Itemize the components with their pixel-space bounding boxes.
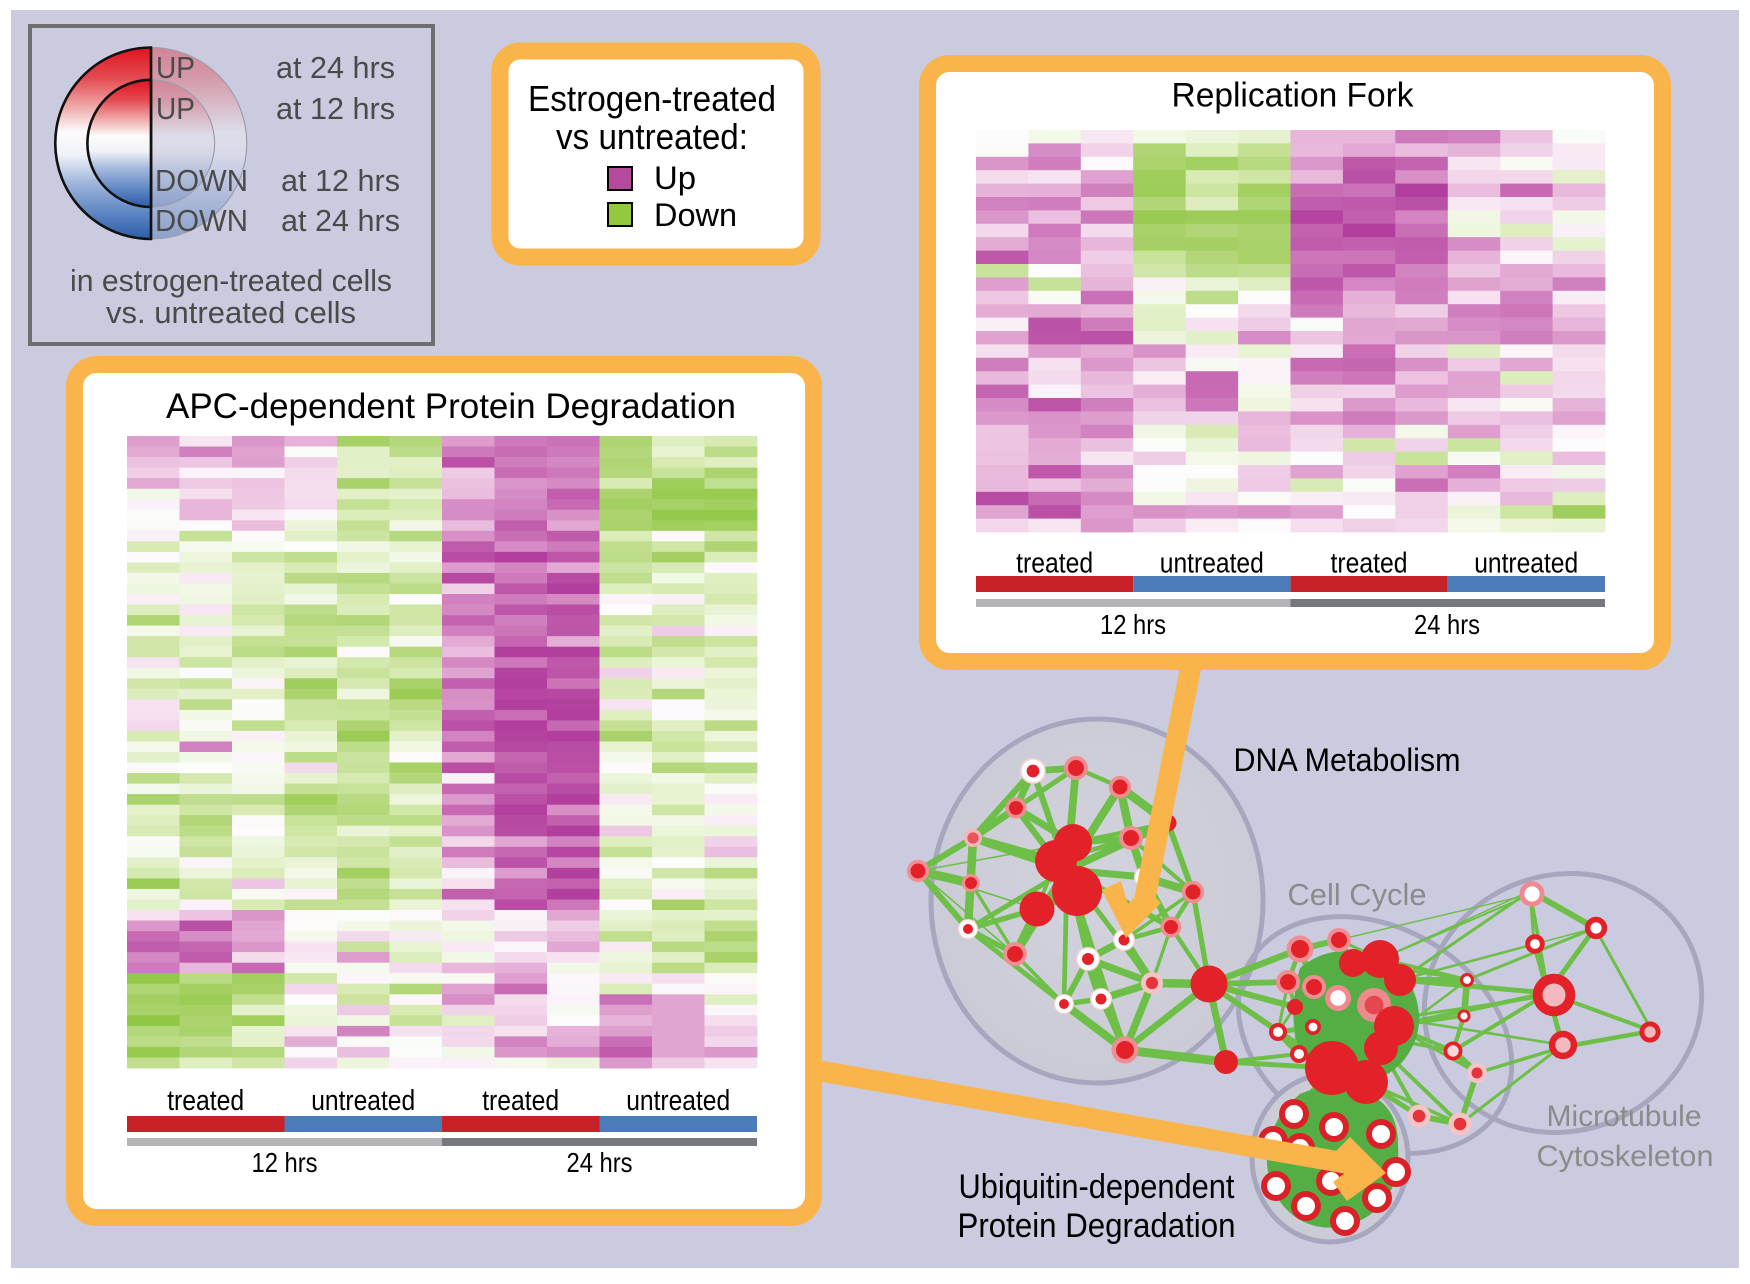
svg-text:in estrogen-treated cells: in estrogen-treated cells xyxy=(70,263,392,298)
svg-text:treated: treated xyxy=(482,1085,559,1117)
svg-text:12 hrs: 12 hrs xyxy=(252,1147,318,1178)
svg-text:at 12 hrs: at 12 hrs xyxy=(281,163,400,198)
svg-text:Replication Fork: Replication Fork xyxy=(1172,77,1415,115)
svg-text:vs. untreated cells: vs. untreated cells xyxy=(106,295,356,330)
svg-text:DNA Metabolism: DNA Metabolism xyxy=(1234,742,1461,778)
svg-text:untreated: untreated xyxy=(626,1085,730,1117)
svg-text:Estrogen-treated: Estrogen-treated xyxy=(528,78,776,119)
svg-text:treated: treated xyxy=(1331,548,1408,580)
svg-text:DOWN: DOWN xyxy=(155,203,248,238)
svg-text:Protein Degradation: Protein Degradation xyxy=(958,1207,1236,1245)
svg-text:Cell Cycle: Cell Cycle xyxy=(1288,877,1427,912)
svg-text:Cytoskeleton: Cytoskeleton xyxy=(1537,1140,1714,1173)
svg-text:treated: treated xyxy=(167,1085,244,1117)
svg-text:UP: UP xyxy=(156,50,195,85)
svg-text:24 hrs: 24 hrs xyxy=(567,1147,633,1178)
svg-text:Up: Up xyxy=(654,160,696,196)
svg-text:Microtubule: Microtubule xyxy=(1547,1100,1702,1133)
svg-text:APC-dependent Protein Degradat: APC-dependent Protein Degradation xyxy=(166,387,736,426)
svg-text:untreated: untreated xyxy=(311,1085,415,1117)
svg-text:at 12 hrs: at 12 hrs xyxy=(276,91,395,126)
svg-text:Down: Down xyxy=(654,197,737,233)
svg-text:at 24 hrs: at 24 hrs xyxy=(281,203,400,238)
svg-text:Ubiquitin-dependent: Ubiquitin-dependent xyxy=(959,1168,1235,1206)
svg-text:untreated: untreated xyxy=(1474,548,1578,580)
svg-text:UP: UP xyxy=(156,91,195,126)
svg-text:at 24 hrs: at 24 hrs xyxy=(276,50,395,85)
svg-text:24 hrs: 24 hrs xyxy=(1414,609,1480,640)
svg-text:vs untreated:: vs untreated: xyxy=(556,116,748,157)
svg-text:12 hrs: 12 hrs xyxy=(1100,609,1166,640)
svg-text:untreated: untreated xyxy=(1160,548,1264,580)
svg-text:DOWN: DOWN xyxy=(155,163,248,198)
svg-text:treated: treated xyxy=(1016,548,1093,580)
